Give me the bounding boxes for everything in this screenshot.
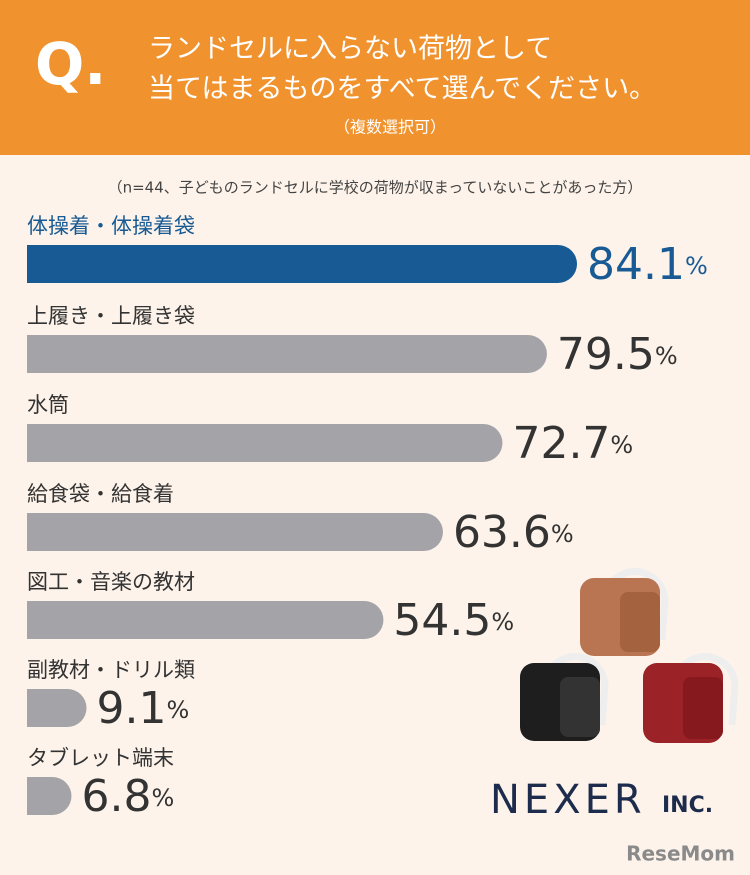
bars: 体操着・体操着袋 84.1% 上履き・上履き袋 79.5% 水筒 72.7% 給食袋・給食着… <box>27 214 708 822</box>
note: （複数選択可） <box>334 118 446 137</box>
value-unit: % <box>491 608 514 636</box>
watermark: ReseMom <box>626 842 735 866</box>
category-label: 上履き・上履き袋 <box>27 304 195 328</box>
value-label: 54.5% <box>393 595 514 646</box>
bar <box>27 601 384 639</box>
bar <box>27 513 443 551</box>
category-label: 給食袋・給食着 <box>27 482 174 506</box>
logo-name: NEXER <box>490 777 646 823</box>
bar <box>27 777 72 815</box>
value-number: 54.5 <box>393 595 491 646</box>
value-number: 9.1 <box>97 683 167 734</box>
bags <box>520 568 739 743</box>
question-line: 当てはまるものをすべて選んでください。 <box>148 74 656 105</box>
value-label: 84.1% <box>587 239 708 290</box>
category-label: 体操着・体操着袋 <box>27 214 195 238</box>
value-number: 79.5 <box>557 329 655 380</box>
category-label: 水筒 <box>27 393 69 417</box>
header-band <box>0 0 750 155</box>
bar <box>27 689 87 727</box>
category-label: 副教材・ドリル類 <box>27 658 195 682</box>
category-label: タブレット端末 <box>27 746 174 770</box>
value-unit: % <box>655 342 678 370</box>
value-unit: % <box>551 520 574 548</box>
logo-suffix: INC. <box>662 793 713 818</box>
value-number: 84.1 <box>587 239 685 290</box>
bar <box>27 245 578 283</box>
q-mark: Q. <box>35 30 106 98</box>
value-number: 63.6 <box>453 507 551 558</box>
category-label: 図工・音楽の教材 <box>27 570 195 594</box>
value-number: 6.8 <box>81 771 151 822</box>
value-label: 9.1% <box>97 683 190 734</box>
value-unit: % <box>685 252 708 280</box>
value-label: 63.6% <box>453 507 574 558</box>
value-label: 79.5% <box>557 329 678 380</box>
value-number: 72.7 <box>512 418 610 469</box>
bar <box>27 335 547 373</box>
value-unit: % <box>151 784 174 812</box>
subtitle: （n=44、子どものランドセルに学校の荷物が収まっていないことがあった方） <box>108 179 643 197</box>
value-unit: % <box>166 696 189 724</box>
value-unit: % <box>610 431 633 459</box>
value-label: 72.7% <box>512 418 633 469</box>
value-label: 6.8% <box>81 771 174 822</box>
question-line: ランドセルに入らない荷物として <box>148 34 552 65</box>
bar <box>27 424 503 462</box>
